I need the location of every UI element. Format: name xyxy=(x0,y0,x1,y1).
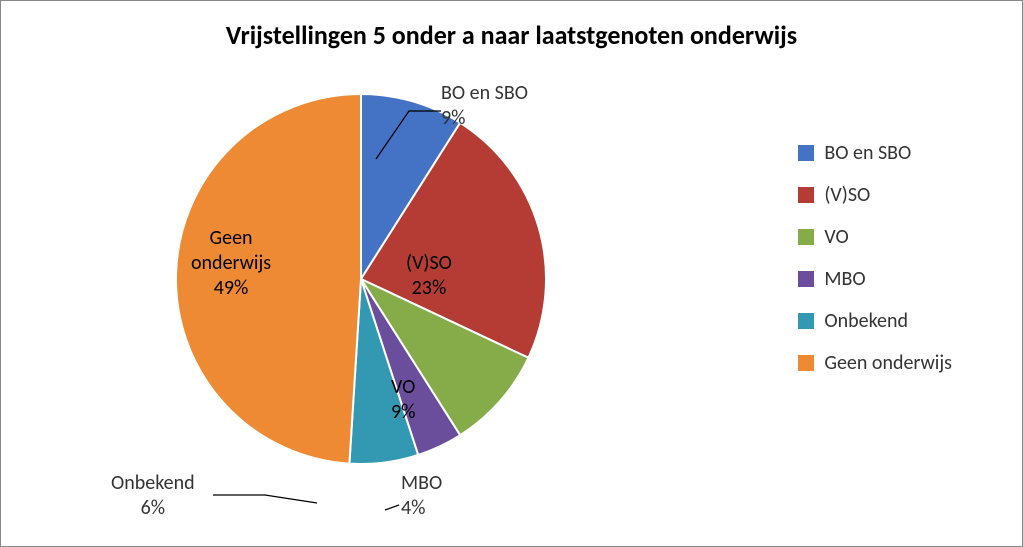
legend-swatch xyxy=(798,355,814,371)
data-label: MBO4% xyxy=(401,471,442,521)
legend: BO en SBO (V)SO VO MBO Onbekend Geen onderwij… xyxy=(798,141,952,375)
legend-swatch xyxy=(798,229,814,245)
legend-item: Geen onderwijs xyxy=(798,351,952,375)
legend-item: VO xyxy=(798,225,952,249)
data-label: BO en SBO9% xyxy=(441,81,528,131)
data-label-line: (V)SO xyxy=(406,251,452,276)
data-label: Onbekend6% xyxy=(111,471,195,521)
chart-area: BO en SBO9%(V)SO23%VO9%MBO4%Onbekend6%Ge… xyxy=(1,51,1022,536)
data-label-line: 9% xyxy=(391,400,415,425)
data-label-line: onderwijs xyxy=(191,251,271,276)
data-label: Geenonderwijs49% xyxy=(191,226,271,301)
data-label-line: VO xyxy=(391,375,415,400)
data-label-line: 6% xyxy=(111,496,195,521)
legend-swatch xyxy=(798,313,814,329)
data-label-line: Onbekend xyxy=(111,471,195,496)
legend-label: BO en SBO xyxy=(824,141,911,165)
data-label: (V)SO23% xyxy=(406,251,452,301)
legend-label: (V)SO xyxy=(824,183,870,207)
legend-item: MBO xyxy=(798,267,952,291)
data-label-line: 4% xyxy=(401,496,442,521)
legend-label: Geen onderwijs xyxy=(824,351,952,375)
legend-item: Onbekend xyxy=(798,309,952,333)
legend-label: VO xyxy=(824,225,848,249)
legend-swatch xyxy=(798,271,814,287)
data-label: VO9% xyxy=(391,375,415,425)
legend-item: (V)SO xyxy=(798,183,952,207)
data-label-line: 23% xyxy=(406,276,452,301)
chart-container: Vrijstellingen 5 onder a naar laatstgeno… xyxy=(0,0,1023,547)
legend-item: BO en SBO xyxy=(798,141,952,165)
data-label-line: Geen xyxy=(191,226,271,251)
legend-label: Onbekend xyxy=(824,309,908,333)
legend-swatch xyxy=(798,187,814,203)
data-label-line: BO en SBO xyxy=(441,81,528,106)
leader-line xyxy=(385,505,399,510)
data-label-line: MBO xyxy=(401,471,442,496)
legend-swatch xyxy=(798,145,814,161)
chart-title: Vrijstellingen 5 onder a naar laatstgeno… xyxy=(1,1,1022,51)
data-label-line: 49% xyxy=(191,276,271,301)
data-label-line: 9% xyxy=(441,106,528,131)
leader-line xyxy=(213,495,317,503)
legend-label: MBO xyxy=(824,267,865,291)
